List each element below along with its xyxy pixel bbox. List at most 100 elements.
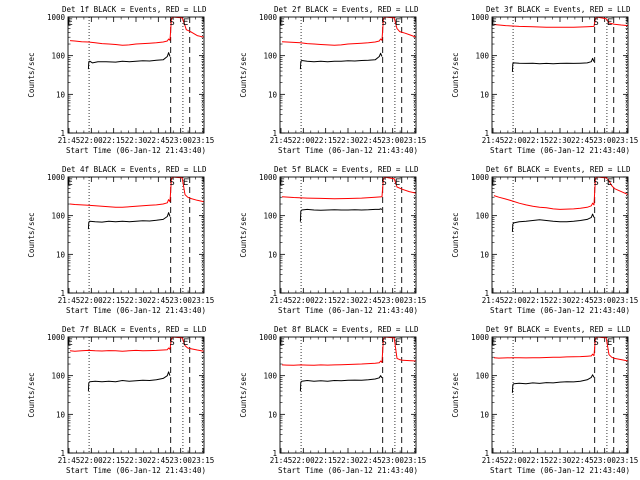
x-axis-label: Start Time (06-Jan-12 21:43:40) xyxy=(490,466,630,475)
y-axis-label: Counts/sec xyxy=(239,372,248,417)
x-tick-label: 21:45 xyxy=(270,136,293,145)
events-series-line xyxy=(87,371,171,392)
y-tick-label: 1 xyxy=(272,449,277,458)
x-tick-label: 22:15 xyxy=(526,296,549,305)
event-marker-label: E xyxy=(395,18,400,28)
detector-panel-4: Det 4f BLACK = Events, RED = LLD Counts/s… xyxy=(27,165,214,315)
y-tick-label: 1 xyxy=(60,449,65,458)
x-tick-label: 23:15 xyxy=(192,296,215,305)
x-tick-label: 23:15 xyxy=(616,456,639,465)
y-tick-label: 100 xyxy=(263,212,277,221)
y-axis-label: Counts/sec xyxy=(451,212,460,257)
x-tick-label: 22:45 xyxy=(147,456,170,465)
y-tick-label: 1000 xyxy=(471,173,490,182)
events-series-line xyxy=(299,375,383,392)
x-tick-label: 22:30 xyxy=(125,456,148,465)
x-tick-label: 23:15 xyxy=(192,456,215,465)
plot-frame xyxy=(491,176,629,294)
panel-title: Det 4f BLACK = Events, RED = LLD xyxy=(62,165,207,174)
x-tick-label: 23:15 xyxy=(404,456,427,465)
y-tick-label: 100 xyxy=(263,52,277,61)
y-axis-label: Counts/sec xyxy=(27,372,36,417)
x-tick-label: 22:15 xyxy=(526,456,549,465)
x-tick-label: 22:30 xyxy=(337,136,360,145)
x-axis-label: Start Time (06-Jan-12 21:43:40) xyxy=(278,466,418,475)
event-marker-label: S xyxy=(593,178,598,188)
x-tick-label: 22:00 xyxy=(292,296,315,305)
x-tick-label: 21:45 xyxy=(58,456,81,465)
y-tick-label: 1000 xyxy=(259,333,278,342)
x-tick-label: 22:45 xyxy=(359,136,382,145)
detector-panel-9: Det 9f BLACK = Events, RED = LLD Counts/s… xyxy=(451,325,638,475)
x-tick-label: 21:45 xyxy=(270,296,293,305)
event-marker-label: S xyxy=(593,18,598,28)
x-tick-label: 21:45 xyxy=(482,296,505,305)
x-tick-label: 22:15 xyxy=(314,296,337,305)
lld-series-line xyxy=(69,176,205,208)
x-tick-label: 23:00 xyxy=(381,456,404,465)
x-tick-label: 23:15 xyxy=(404,296,427,305)
x-tick-label: 21:45 xyxy=(270,456,293,465)
detector-panel-7: Det 7f BLACK = Events, RED = LLD Counts/s… xyxy=(27,325,214,475)
x-tick-label: 22:15 xyxy=(102,136,125,145)
x-axis-label: Start Time (06-Jan-12 21:43:40) xyxy=(278,146,418,155)
events-series-line xyxy=(87,52,171,70)
event-marker-label: E xyxy=(279,338,284,348)
event-marker-label: E xyxy=(183,338,188,348)
x-tick-label: 22:30 xyxy=(549,136,572,145)
x-tick-label: 22:00 xyxy=(504,296,527,305)
event-marker-label: E xyxy=(607,178,612,188)
panel-title: Det 2f BLACK = Events, RED = LLD xyxy=(274,5,419,14)
y-tick-label: 100 xyxy=(475,212,489,221)
y-axis-label: Counts/sec xyxy=(451,52,460,97)
detector-panel-8: Det 8f BLACK = Events, RED = LLD Counts/s… xyxy=(239,325,426,475)
x-tick-label: 22:30 xyxy=(549,456,572,465)
events-series-line xyxy=(511,213,595,232)
events-series-line xyxy=(511,57,595,72)
y-axis-label: Counts/sec xyxy=(239,212,248,257)
x-tick-label: 23:00 xyxy=(169,456,192,465)
lld-series-line xyxy=(493,336,629,362)
y-tick-label: 10 xyxy=(56,90,66,99)
x-tick-label: 23:00 xyxy=(169,296,192,305)
event-marker-label: S xyxy=(169,178,174,188)
y-tick-label: 1 xyxy=(484,289,489,298)
detector-panel-5: Det 5f BLACK = Events, RED = LLD Counts/s… xyxy=(239,165,426,315)
events-series-line xyxy=(87,212,171,230)
panel-title: Det 8f BLACK = Events, RED = LLD xyxy=(274,325,419,334)
event-marker-label: E xyxy=(67,178,72,188)
y-tick-label: 10 xyxy=(56,410,66,419)
x-tick-label: 22:30 xyxy=(337,456,360,465)
event-marker-label: E xyxy=(183,18,188,28)
x-tick-label: 22:00 xyxy=(504,456,527,465)
x-tick-label: 22:30 xyxy=(125,136,148,145)
lld-series-line xyxy=(493,176,629,210)
y-tick-label: 1000 xyxy=(471,333,490,342)
x-tick-label: 22:30 xyxy=(337,296,360,305)
x-axis-label: Start Time (06-Jan-12 21:43:40) xyxy=(66,306,206,315)
event-marker-label: E xyxy=(607,338,612,348)
x-tick-label: 23:15 xyxy=(616,136,639,145)
event-marker-label: S xyxy=(593,338,598,348)
x-axis-label: Start Time (06-Jan-12 21:43:40) xyxy=(490,146,630,155)
x-axis-label: Start Time (06-Jan-12 21:43:40) xyxy=(278,306,418,315)
y-tick-label: 10 xyxy=(480,250,490,259)
y-tick-label: 10 xyxy=(480,410,490,419)
y-axis-label: Counts/sec xyxy=(27,52,36,97)
x-tick-label: 22:45 xyxy=(359,456,382,465)
x-tick-label: 22:15 xyxy=(314,136,337,145)
y-tick-label: 1 xyxy=(484,449,489,458)
panel-title: Det 6f BLACK = Events, RED = LLD xyxy=(486,165,631,174)
y-tick-label: 100 xyxy=(51,52,65,61)
lld-series-line xyxy=(493,16,629,28)
x-tick-label: 23:15 xyxy=(192,136,215,145)
x-tick-label: 22:00 xyxy=(292,456,315,465)
y-tick-label: 1000 xyxy=(47,333,66,342)
x-axis-label: Start Time (06-Jan-12 21:43:40) xyxy=(66,466,206,475)
x-tick-label: 22:30 xyxy=(549,296,572,305)
x-tick-label: 23:15 xyxy=(404,136,427,145)
y-tick-label: 1 xyxy=(272,129,277,138)
x-tick-label: 22:00 xyxy=(504,136,527,145)
lld-series-line xyxy=(69,336,205,352)
event-marker-label: E xyxy=(395,178,400,188)
